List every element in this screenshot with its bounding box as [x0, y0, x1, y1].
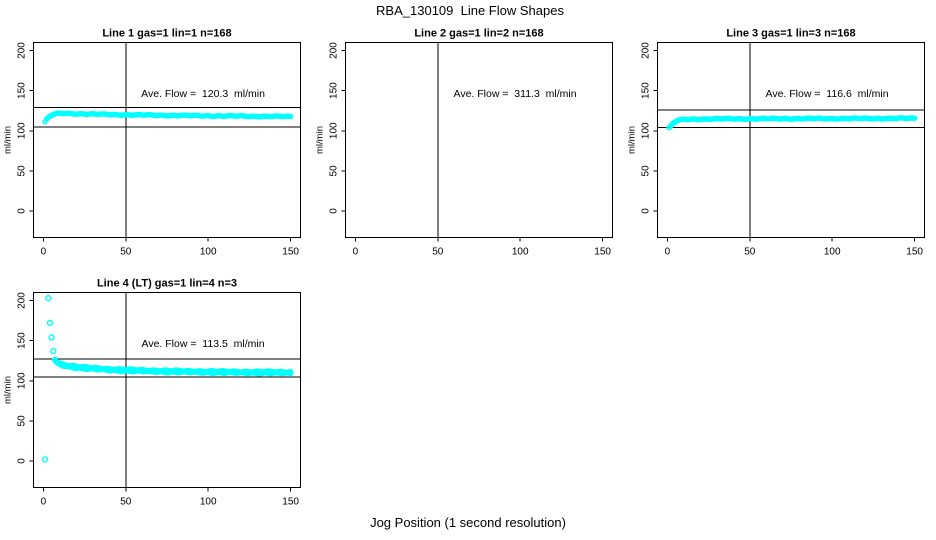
y-tick-label: 200: [17, 42, 28, 59]
y-tick-label: 0: [641, 208, 652, 214]
y-tick-label: 150: [17, 82, 28, 99]
y-tick-label: 100: [17, 372, 28, 389]
x-tick-label: 150: [594, 247, 611, 258]
data-points: [42, 110, 294, 125]
plot-frame: [33, 292, 301, 488]
ave-flow-annotation: Ave. Flow = 311.3 ml/min: [454, 88, 577, 100]
x-tick-label: 50: [432, 247, 444, 258]
panel-title: Line 3 gas=1 lin=3 n=168: [726, 28, 855, 40]
plot-frame: [33, 42, 301, 238]
y-axis-label: ml/min: [315, 126, 326, 154]
panel-4: Line 4 (LT) gas=1 lin=4 n=3 0 50 100 150 0 50 1…: [3, 278, 301, 508]
y-tick-label: 100: [17, 122, 28, 139]
y-tick-label: 50: [329, 165, 340, 177]
x-tick-label: 100: [824, 247, 841, 258]
panel-1: Line 1 gas=1 lin=1 n=168 0 50 100 150 0 50 100 1…: [3, 28, 301, 258]
y-axis-label: ml/min: [3, 376, 14, 404]
x-tick-label: 0: [41, 497, 47, 508]
y-tick-label: 50: [17, 165, 28, 177]
outlier-point-marker: [48, 334, 55, 341]
x-tick-label: 150: [282, 497, 299, 508]
x-axis-label: Jog Position (1 second resolution): [370, 515, 566, 530]
panel-title: Line 4 (LT) gas=1 lin=4 n=3: [97, 278, 237, 290]
panel-2: Line 2 gas=1 lin=2 n=168 0 50 100 150 0 50 100 1…: [315, 28, 613, 258]
panel-title: Line 1 gas=1 lin=1 n=168: [102, 28, 231, 40]
y-tick-label: 50: [17, 415, 28, 427]
data-point-marker: [911, 115, 918, 122]
x-tick-label: 150: [906, 247, 923, 258]
x-tick-label: 150: [282, 247, 299, 258]
outlier-point-marker: [50, 347, 57, 355]
data-point-marker: [287, 368, 294, 375]
x-tick-label: 100: [200, 247, 217, 258]
ave-flow-annotation: Ave. Flow = 120.3 ml/min: [141, 88, 265, 100]
outlier-point-marker: [46, 319, 54, 327]
y-tick-label: 0: [17, 208, 28, 214]
y-axis-label: ml/min: [3, 126, 14, 154]
y-tick-label: 100: [329, 122, 340, 139]
plot-frame: [345, 42, 613, 238]
y-axis-label: ml/min: [627, 126, 638, 154]
x-tick-label: 100: [512, 247, 529, 258]
y-tick-label: 150: [329, 82, 340, 99]
panels: Line 1 gas=1 lin=1 n=168 0 50 100 150 0 50 100 1…: [3, 28, 925, 508]
panel-title: Line 2 gas=1 lin=2 n=168: [414, 28, 543, 40]
y-tick-label: 100: [641, 122, 652, 139]
y-tick-label: 200: [329, 42, 340, 59]
x-tick-label: 50: [120, 497, 132, 508]
x-tick-label: 0: [353, 247, 359, 258]
y-tick-label: 50: [641, 165, 652, 177]
ave-flow-annotation: Ave. Flow = 116.6 ml/min: [766, 88, 889, 100]
x-tick-label: 50: [744, 247, 756, 258]
y-tick-label: 150: [17, 332, 28, 349]
y-tick-label: 0: [329, 208, 340, 214]
x-tick-label: 100: [200, 497, 217, 508]
y-tick-label: 200: [641, 42, 652, 59]
y-tick-label: 0: [17, 458, 28, 464]
x-tick-label: 0: [41, 247, 47, 258]
y-tick-label: 150: [641, 82, 652, 99]
x-tick-label: 0: [665, 247, 671, 258]
data-points: [41, 294, 294, 463]
outlier-point-marker: [41, 456, 49, 463]
y-tick-label: 200: [17, 292, 28, 309]
x-tick-label: 50: [120, 247, 132, 258]
data-points: [666, 115, 918, 131]
ave-flow-annotation: Ave. Flow = 113.5 ml/min: [142, 338, 265, 350]
data-point-marker: [287, 113, 294, 120]
outlier-point-marker: [45, 294, 52, 302]
panel-3: Line 3 gas=1 lin=3 n=168 0 50 100 150 0 50 100 1…: [627, 28, 925, 258]
plot-frame: [657, 42, 925, 238]
figure-title: RBA_130109 Line Flow Shapes: [376, 3, 564, 18]
